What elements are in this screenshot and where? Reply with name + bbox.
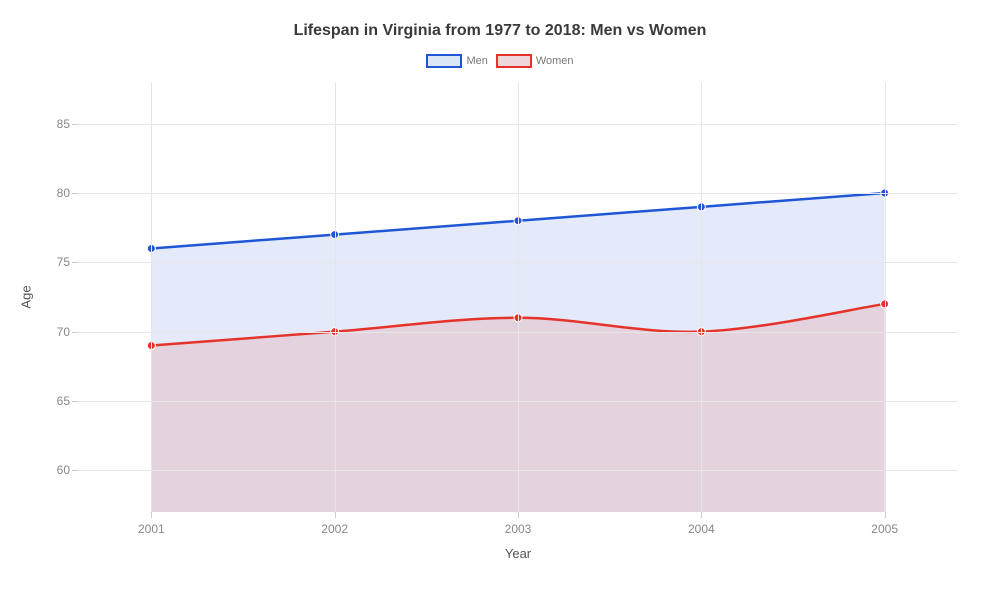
x-gridline [885, 82, 886, 512]
x-tick-mark [151, 512, 152, 518]
y-tick-mark [72, 193, 78, 194]
y-gridline [78, 193, 958, 194]
y-gridline [78, 124, 958, 125]
y-gridline [78, 470, 958, 471]
y-tick-mark [72, 124, 78, 125]
legend-label-women: Women [536, 55, 574, 67]
x-gridline [518, 82, 519, 512]
y-tick-mark [72, 401, 78, 402]
y-tick-mark [72, 332, 78, 333]
x-tick-mark [885, 512, 886, 518]
chart-title: Lifespan in Virginia from 1977 to 2018: … [0, 22, 1000, 40]
y-gridline [78, 401, 958, 402]
y-tick-mark [72, 262, 78, 263]
y-tick-label: 80 [48, 186, 70, 200]
x-tick-label: 2002 [321, 522, 348, 536]
x-tick-label: 2003 [505, 522, 532, 536]
legend-label-men: Men [466, 55, 487, 67]
chart-container: Lifespan in Virginia from 1977 to 2018: … [0, 0, 1000, 600]
legend-item-women[interactable]: Women [496, 54, 574, 68]
y-tick-label: 75 [48, 255, 70, 269]
chart-legend: Men Women [0, 54, 1000, 68]
y-tick-label: 65 [48, 394, 70, 408]
y-tick-label: 60 [48, 463, 70, 477]
y-gridline [78, 262, 958, 263]
y-axis-label: Age [19, 285, 34, 308]
x-tick-mark [335, 512, 336, 518]
x-tick-label: 2001 [138, 522, 165, 536]
x-gridline [701, 82, 702, 512]
x-tick-label: 2005 [871, 522, 898, 536]
x-axis-label: Year [505, 546, 531, 561]
y-tick-label: 70 [48, 325, 70, 339]
y-tick-mark [72, 470, 78, 471]
x-tick-mark [518, 512, 519, 518]
y-tick-label: 85 [48, 117, 70, 131]
plot-area [78, 82, 958, 512]
y-gridline [78, 332, 958, 333]
legend-swatch-men [426, 54, 462, 68]
x-gridline [335, 82, 336, 512]
legend-swatch-women [496, 54, 532, 68]
x-tick-label: 2004 [688, 522, 715, 536]
legend-item-men[interactable]: Men [426, 54, 487, 68]
x-gridline [151, 82, 152, 512]
x-tick-mark [701, 512, 702, 518]
